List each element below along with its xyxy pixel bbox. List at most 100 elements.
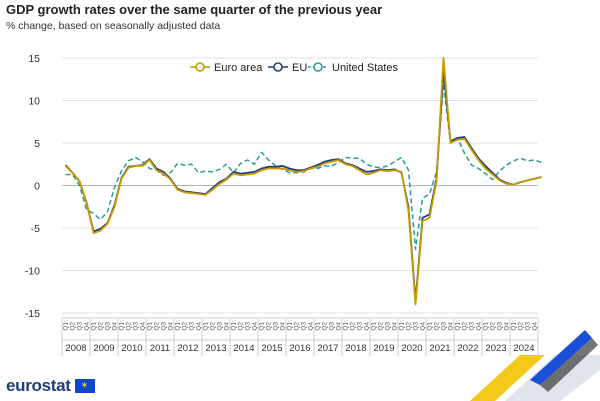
x-year-label: 2021 [429,343,450,354]
y-tick-label: -5 [31,223,40,235]
logo-text: eurostat [6,376,71,395]
x-quarter-label: Q2 [266,322,273,331]
x-quarter-label: Q3 [217,322,224,331]
x-quarter-label: Q3 [441,322,448,331]
x-quarter-label: Q2 [350,322,357,331]
x-quarter-label: Q1 [147,322,154,331]
x-quarter-label: Q1 [287,322,294,331]
x-quarter-label: Q4 [252,322,259,331]
x-quarter-label: Q1 [119,322,126,331]
y-tick-label: -10 [25,266,40,278]
x-quarter-label: Q1 [399,322,406,331]
x-quarter-label: Q1 [63,322,70,331]
x-quarter-label: Q4 [84,322,91,331]
x-quarter-label: Q3 [161,322,168,331]
x-quarter-label: Q4 [196,322,203,331]
x-quarter-label: Q1 [455,322,462,331]
x-quarter-label: Q1 [175,322,182,331]
x-quarter-label: Q1 [343,322,350,331]
x-quarter-label: Q2 [322,322,329,331]
x-quarter-label: Q1 [371,322,378,331]
x-quarter-label: Q3 [385,322,392,331]
y-tick-label: 10 [28,96,40,108]
y-tick-label: 15 [28,53,40,65]
y-tick-label: 0 [34,181,40,193]
x-quarter-label: Q1 [315,322,322,331]
x-year-label: 2012 [177,343,198,354]
x-year-label: 2024 [513,343,534,354]
legend-marker [273,62,283,72]
x-quarter-label: Q2 [98,322,105,331]
x-year-label: 2010 [121,343,142,354]
x-quarter-label: Q3 [497,322,504,331]
legend-label: Euro area [214,62,263,74]
x-quarter-label: Q2 [490,322,497,331]
x-quarter-label: Q2 [518,322,525,331]
x-year-label: 2016 [289,343,310,354]
x-year-label: 2013 [205,343,226,354]
x-quarter-label: Q4 [504,322,511,331]
x-quarter-label: Q3 [413,322,420,331]
x-quarter-label: Q2 [378,322,385,331]
x-quarter-label: Q1 [231,322,238,331]
x-quarter-label: Q3 [273,322,280,331]
x-year-label: 2011 [150,343,170,354]
x-quarter-label: Q3 [77,322,84,331]
x-quarter-label: Q4 [532,322,539,331]
x-quarter-label: Q2 [406,322,413,331]
x-quarter-label: Q1 [91,322,98,331]
x-quarter-label: Q2 [434,322,441,331]
x-quarter-label: Q3 [105,322,112,331]
x-quarter-label: Q3 [245,322,252,331]
legend-marker [195,62,205,72]
y-tick-label: -15 [25,308,40,320]
chart-title: GDP growth rates over the same quarter o… [6,2,383,17]
x-quarter-label: Q4 [140,322,147,331]
x-year-label: 2017 [317,343,338,354]
legend-marker [313,62,323,72]
x-year-label: 2018 [345,343,366,354]
x-quarter-label: Q4 [392,322,399,331]
x-quarter-label: Q3 [525,322,532,331]
y-tick-label: 5 [34,138,40,150]
x-year-label: 2009 [93,343,114,354]
x-quarter-label: Q4 [476,322,483,331]
x-quarter-label: Q2 [182,322,189,331]
x-year-label: 2020 [401,343,422,354]
x-quarter-label: Q4 [448,322,455,331]
legend-label: EU [292,62,307,74]
x-quarter-label: Q1 [511,322,518,331]
x-quarter-label: Q4 [336,322,343,331]
x-quarter-label: Q4 [420,322,427,331]
x-quarter-label: Q4 [364,322,371,331]
x-quarter-label: Q2 [154,322,161,331]
chart-subtitle: % change, based on seasonally adjusted d… [6,20,221,32]
x-quarter-label: Q3 [357,322,364,331]
legend-label: United States [332,62,399,74]
x-quarter-label: Q1 [483,322,490,331]
x-quarter-label: Q4 [168,322,175,331]
x-quarter-label: Q1 [203,322,210,331]
x-quarter-label: Q4 [112,322,119,331]
x-year-label: 2008 [65,343,86,354]
x-quarter-label: Q4 [224,322,231,331]
x-quarter-label: Q2 [238,322,245,331]
x-year-label: 2023 [485,343,506,354]
x-quarter-label: Q4 [280,322,287,331]
y-axis-ticks: 15 10 5 0 -5 -10 -15 [25,53,40,320]
eu-flag-icon [74,379,95,393]
x-quarter-label: Q2 [294,322,301,331]
x-quarter-label: Q3 [301,322,308,331]
x-quarter-label: Q3 [329,322,336,331]
x-quarter-label: Q3 [469,322,476,331]
x-quarter-label: Q2 [70,322,77,331]
x-year-label: 2015 [261,343,282,354]
x-quarter-label: Q4 [308,322,315,331]
x-year-label: 2019 [373,343,394,354]
x-axis: Q1 Q2 Q3 Q4 Q1 Q2 Q3 Q4 Q1 Q2 Q3 Q4 Q1 Q2 Q3 Q4 Q1 Q2 Q3 Q4… [61,317,539,356]
x-quarter-label: Q2 [210,322,217,331]
legend: Euro area EU United States [190,62,399,74]
x-quarter-label: Q3 [189,322,196,331]
